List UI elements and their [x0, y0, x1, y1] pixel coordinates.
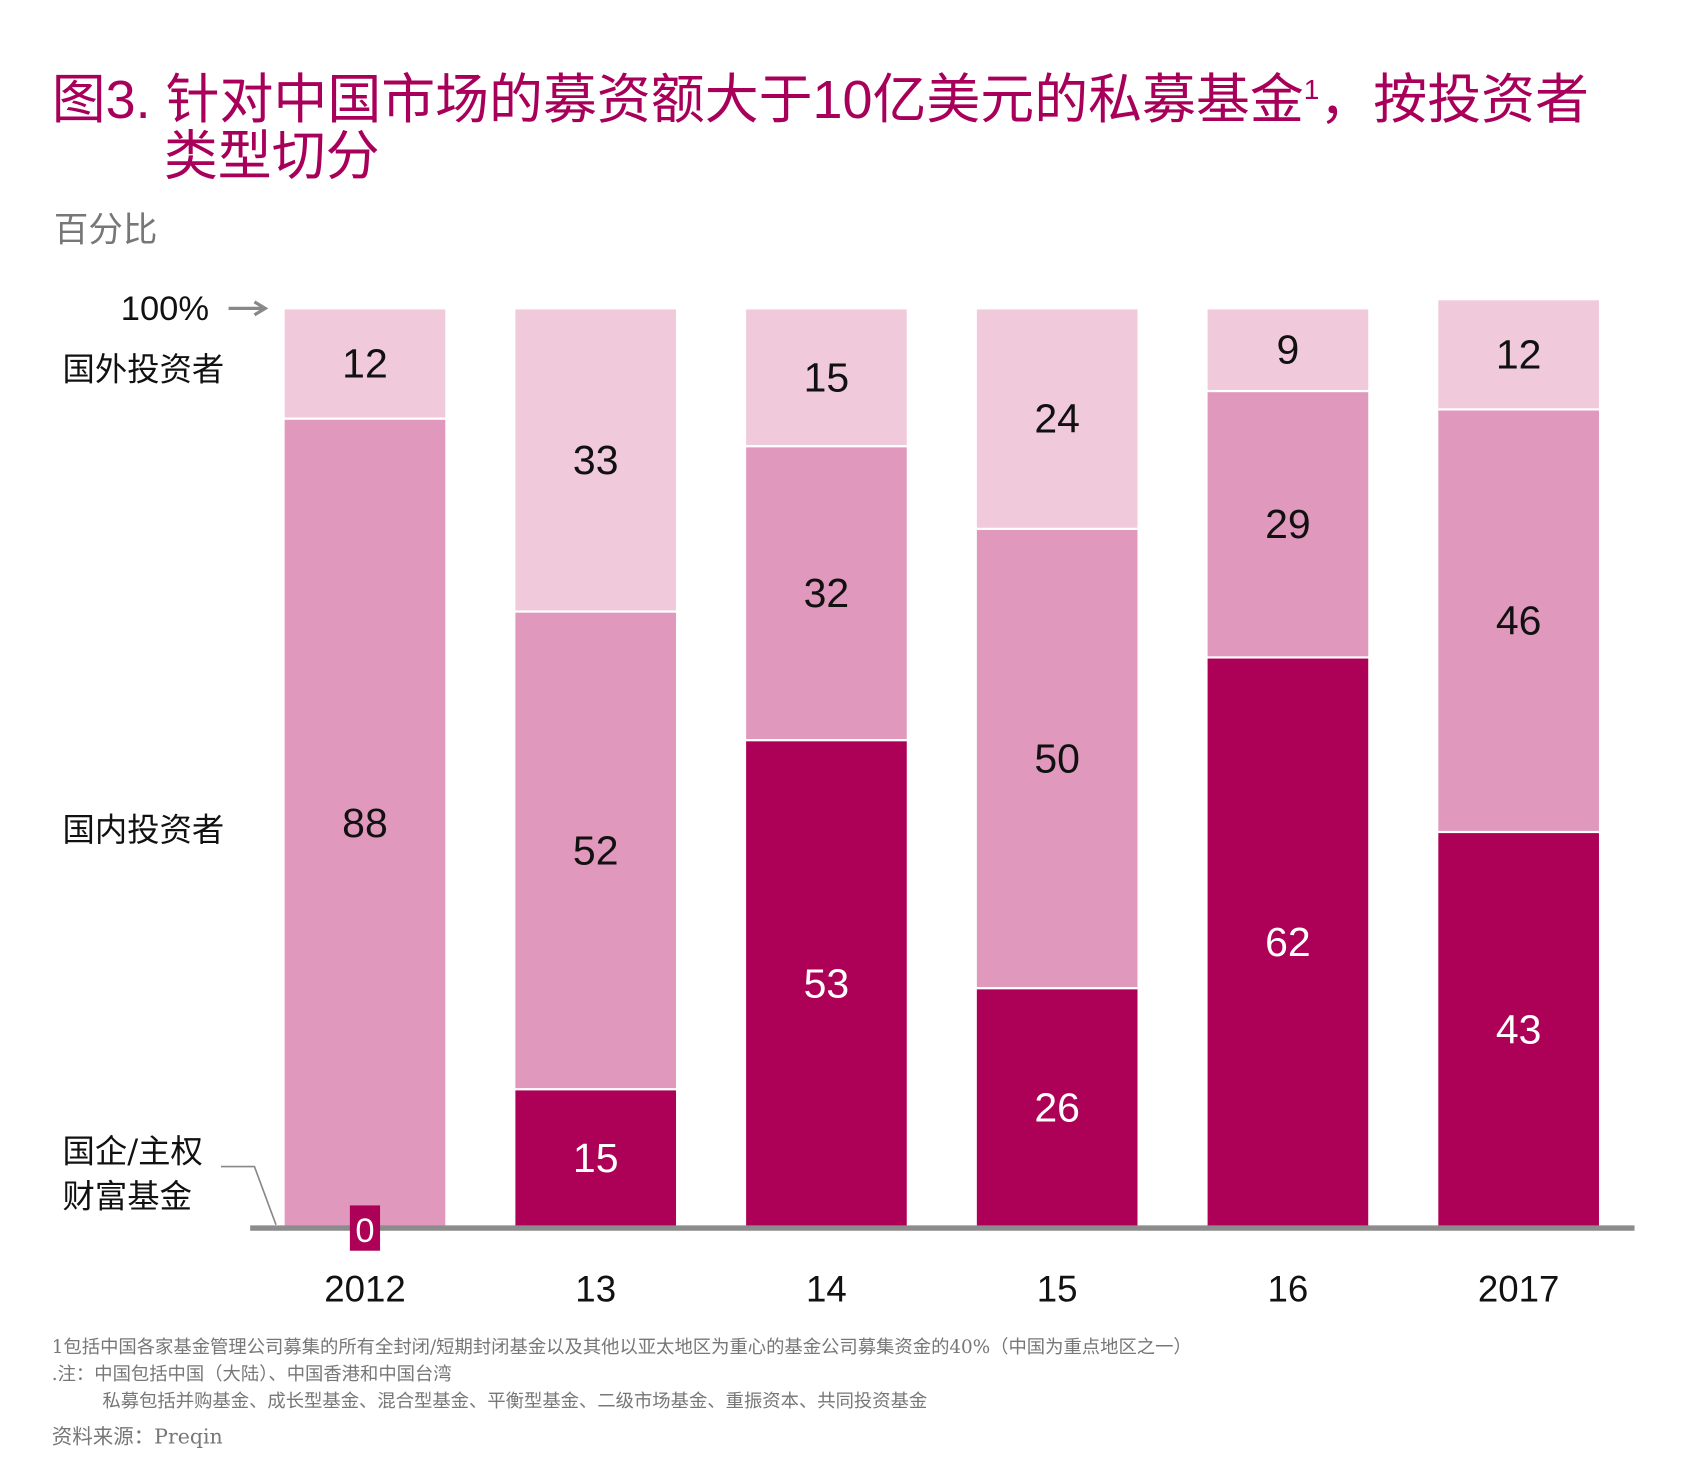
data-label: 26	[1034, 1085, 1080, 1131]
bar-segment-domestic	[1436, 408, 1602, 834]
data-label: 88	[342, 800, 388, 846]
data-label: 46	[1496, 598, 1542, 644]
data-label: 29	[1265, 501, 1311, 547]
x-tick-label: 14	[806, 1268, 847, 1309]
data-label: 62	[1265, 919, 1311, 965]
data-label: 33	[573, 437, 619, 483]
zero-value-box	[349, 1205, 381, 1251]
bar-segment-soe	[743, 739, 909, 1229]
chart-title-line2: 类型切分	[163, 126, 380, 187]
bar-segment-soe	[1436, 830, 1602, 1229]
data-label: 12	[1496, 331, 1542, 377]
chart-title: 图3. 针对中国市场的募资额大于10亿美元的私募基金1，按投资者	[52, 56, 1589, 133]
bar-segment-foreign	[1205, 307, 1371, 393]
footnote-2: .注：中国包括中国（大陆）、中国香港和中国台湾	[51, 1363, 452, 1386]
bar-segment-foreign	[974, 307, 1140, 530]
arrow-icon	[228, 300, 269, 317]
legend-soe-line1: 国企/主权	[62, 1133, 203, 1171]
x-tick-label: 13	[575, 1268, 616, 1309]
title-text: 图3. 针对中国市场的募资额大于10亿美元的私募基金	[51, 69, 1304, 131]
data-label: 32	[804, 570, 850, 616]
data-label: 15	[573, 1135, 619, 1181]
bar-segment-foreign	[1436, 298, 1602, 411]
source-note: 资料来源：Preqin	[51, 1425, 223, 1450]
data-label: 50	[1034, 736, 1080, 782]
legend-soe-line2: 财富基金	[62, 1178, 192, 1217]
bar-segment-domestic	[743, 445, 909, 742]
bar-segment-domestic	[974, 527, 1140, 990]
bar-segment-foreign	[282, 307, 448, 420]
data-label: 12	[342, 340, 388, 386]
bar-segment-soe	[974, 987, 1140, 1229]
bar-segment-soe	[513, 1088, 679, 1229]
footnote-3: 私募包括并购基金、成长型基金、混合型基金、平衡型基金、二级市场基金、重振资本、共…	[102, 1390, 928, 1413]
bar-segment-foreign	[513, 307, 679, 613]
x-tick-label: 2017	[1478, 1268, 1560, 1309]
x-tick-label: 16	[1268, 1268, 1309, 1309]
data-label: 9	[1277, 327, 1300, 373]
top-marker-label: 100%	[120, 288, 210, 328]
footnote-1: 1包括中国各家基金管理公司募集的所有全封闭/短期封闭基金以及其他以亚太地区为重心…	[51, 1336, 1192, 1359]
unit-label: 百分比	[53, 209, 158, 251]
data-label: 52	[573, 827, 619, 873]
data-label: 24	[1034, 396, 1080, 442]
legend-domestic: 国内投资者	[62, 811, 225, 850]
leader-line	[221, 1165, 277, 1226]
bar-segment-domestic	[513, 610, 679, 1091]
x-tick-label: 2012	[324, 1268, 406, 1309]
data-label: 43	[1496, 1007, 1542, 1053]
data-label: 0	[355, 1212, 374, 1250]
title-footnote-mark: 1	[1303, 73, 1320, 106]
bar-segment-foreign	[743, 307, 909, 448]
bar-segment-soe	[1205, 656, 1371, 1229]
title-text-suffix: ，按投资者	[1319, 69, 1589, 131]
bar-segment-domestic	[1205, 389, 1371, 659]
bar-segment-domestic	[282, 417, 448, 1229]
legend-foreign: 国外投资者	[62, 351, 225, 390]
data-label: 15	[804, 354, 850, 400]
data-label: 53	[804, 961, 850, 1007]
x-tick-label: 15	[1037, 1268, 1078, 1309]
